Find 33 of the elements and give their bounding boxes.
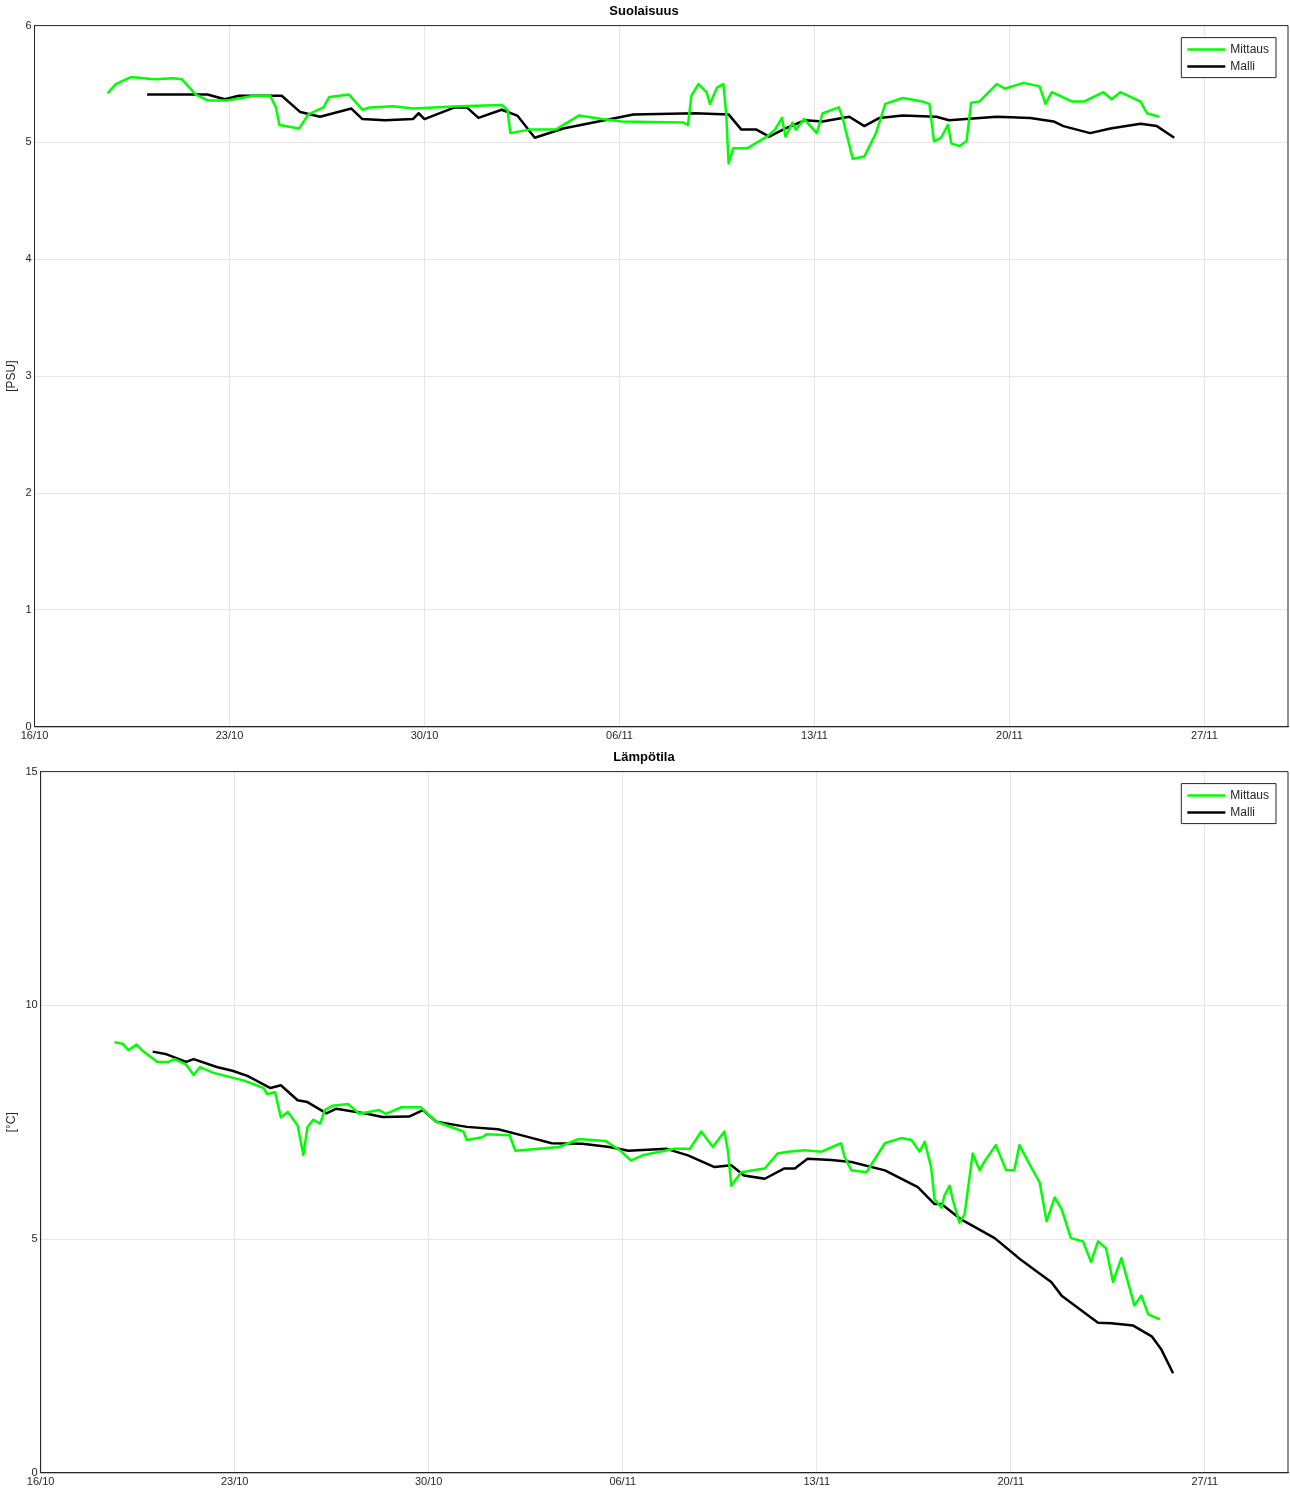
y-tick-label: 0 bbox=[25, 719, 32, 732]
y-tick-label: 15 bbox=[25, 764, 38, 777]
y-axis-title: [PSU] bbox=[3, 360, 18, 392]
y-axis-title: [°C] bbox=[3, 1112, 18, 1133]
x-tick-label: 23/10 bbox=[220, 1475, 249, 1488]
x-tick-label: 27/11 bbox=[1191, 1475, 1219, 1488]
x-tick-label: 13/11 bbox=[803, 1475, 831, 1488]
y-tick-label: 5 bbox=[25, 135, 32, 148]
x-tick-label: 30/10 bbox=[414, 1475, 443, 1488]
y-tick-label: 0 bbox=[31, 1465, 38, 1478]
x-tick-label: 30/10 bbox=[410, 729, 439, 742]
y-tick-label: 4 bbox=[25, 252, 32, 265]
y-tick-label: 10 bbox=[25, 998, 38, 1011]
legend-label: Malli bbox=[1230, 58, 1255, 73]
x-tick-label: 20/11 bbox=[996, 729, 1023, 742]
y-tick-label: 6 bbox=[25, 18, 32, 31]
x-tick-label: 06/11 bbox=[609, 1475, 637, 1488]
x-tick-label: 20/11 bbox=[997, 1475, 1025, 1488]
y-tick-label: 3 bbox=[25, 369, 32, 382]
x-tick-label: 13/11 bbox=[801, 729, 828, 742]
y-tick-label: 5 bbox=[31, 1232, 38, 1245]
legend-label: Mittaus bbox=[1230, 787, 1270, 802]
x-tick-label: 23/10 bbox=[215, 729, 244, 742]
legend-label: Mittaus bbox=[1230, 41, 1270, 56]
x-tick-label: 06/11 bbox=[606, 729, 633, 742]
x-tick-label: 16/10 bbox=[26, 1475, 55, 1488]
y-tick-label: 2 bbox=[25, 486, 32, 499]
chart-title: Lämpötila bbox=[613, 749, 676, 765]
chart-title: Suolaisuus bbox=[609, 3, 679, 19]
x-tick-label: 27/11 bbox=[1191, 729, 1218, 742]
x-tick-label: 16/10 bbox=[20, 729, 49, 742]
y-tick-label: 1 bbox=[25, 602, 32, 615]
legend-label: Malli bbox=[1230, 804, 1255, 819]
